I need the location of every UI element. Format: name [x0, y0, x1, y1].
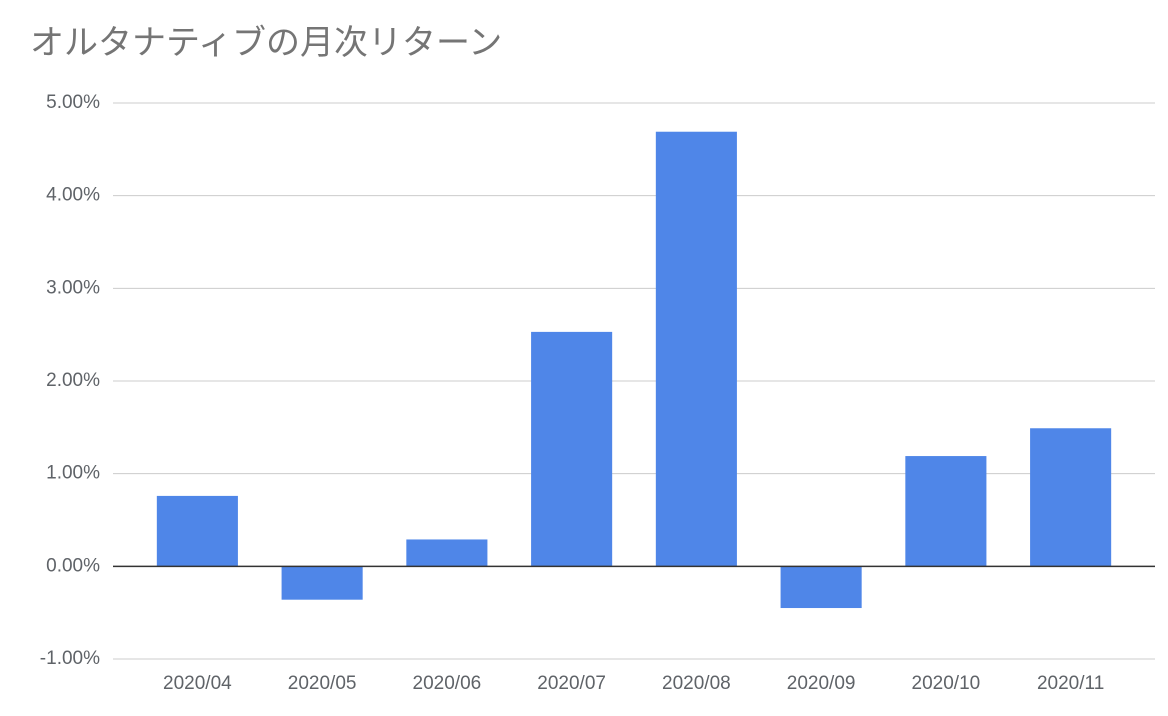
- x-tick-label: 2020/11: [1037, 673, 1104, 694]
- y-tick-label: 0.00%: [46, 555, 100, 576]
- x-tick-label: 2020/04: [163, 673, 232, 694]
- y-tick-label: 2.00%: [46, 370, 100, 391]
- x-tick-label: 2020/05: [288, 673, 357, 694]
- bar: [905, 456, 987, 567]
- chart-title: オルタナティブの月次リターン: [30, 24, 502, 62]
- x-tick-label: 2020/08: [662, 673, 731, 694]
- bar: [655, 131, 737, 567]
- bar: [281, 566, 363, 600]
- bar: [1030, 428, 1112, 567]
- bar: [406, 539, 488, 567]
- y-tick-label: -1.00%: [40, 648, 100, 669]
- x-tick-label: 2020/10: [912, 673, 981, 694]
- y-tick-label: 1.00%: [46, 463, 100, 484]
- y-tick-label: 3.00%: [46, 277, 100, 298]
- x-tick-label: 2020/06: [413, 673, 482, 694]
- x-tick-label: 2020/07: [537, 673, 606, 694]
- bar: [780, 566, 862, 609]
- bar: [531, 331, 613, 567]
- bar: [156, 495, 238, 567]
- x-tick-label: 2020/09: [787, 673, 856, 694]
- y-tick-label: 4.00%: [46, 185, 100, 206]
- y-tick-label: 5.00%: [46, 92, 100, 113]
